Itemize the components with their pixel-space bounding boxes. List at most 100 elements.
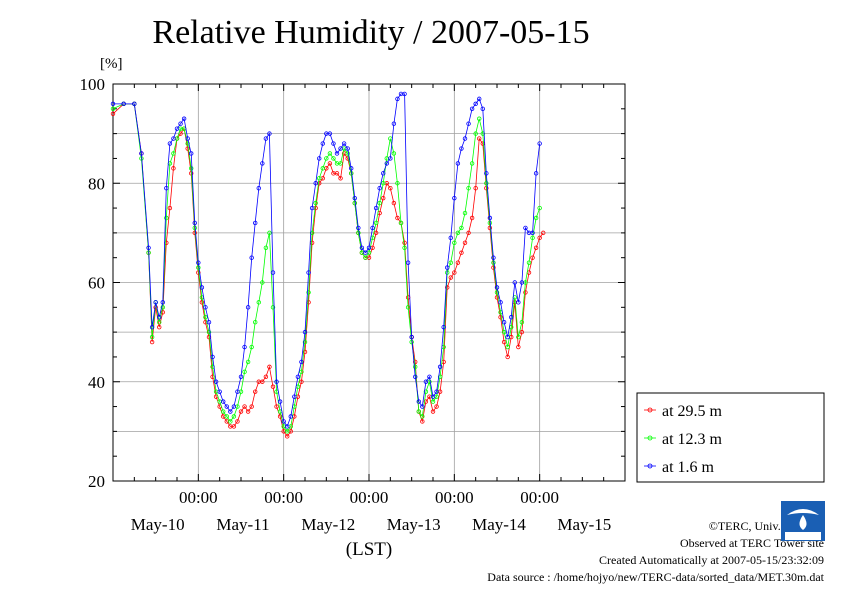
date-label: May-15 (557, 515, 611, 534)
data-point (395, 215, 400, 221)
series-group (110, 91, 546, 439)
data-point (381, 181, 386, 186)
data-point (459, 250, 464, 255)
data-point (473, 101, 478, 107)
data-point (295, 374, 301, 379)
data-point (388, 156, 393, 161)
data-point (523, 225, 528, 231)
data-point (121, 101, 126, 107)
data-point (441, 324, 446, 330)
data-point (185, 146, 190, 151)
data-point (160, 300, 165, 305)
data-point (480, 131, 485, 136)
data-point (395, 181, 400, 186)
data-point (299, 379, 304, 384)
data-point (313, 200, 318, 206)
data-point (228, 419, 233, 424)
data-point (452, 240, 457, 245)
data-point (537, 141, 542, 146)
data-point (484, 181, 489, 186)
data-point (181, 116, 187, 121)
data-point (537, 235, 542, 241)
data-point (302, 329, 308, 335)
data-point (171, 136, 176, 141)
data-point (533, 171, 539, 176)
data-point (537, 205, 542, 211)
data-point (473, 186, 478, 191)
data-point (189, 166, 194, 171)
data-point (455, 161, 461, 166)
data-point (157, 320, 162, 325)
data-point (533, 215, 539, 221)
data-point (395, 96, 400, 102)
data-point (434, 404, 439, 409)
data-point (174, 126, 180, 131)
data-point (338, 146, 343, 151)
data-point (448, 275, 453, 280)
data-point (132, 101, 137, 107)
data-point (509, 315, 514, 320)
data-point (256, 186, 261, 191)
legend-label: at 29.5 m (662, 403, 723, 420)
data-point (302, 339, 308, 345)
data-point (231, 414, 237, 419)
data-point (423, 379, 429, 384)
data-point (494, 285, 500, 290)
data-point (277, 414, 283, 419)
data-point (480, 106, 485, 112)
data-point (185, 141, 190, 146)
data-point (203, 305, 208, 310)
data-point (356, 225, 361, 231)
data-point (494, 290, 500, 295)
data-point (381, 195, 386, 201)
data-point (505, 354, 510, 360)
data-point (253, 389, 258, 394)
data-point (487, 215, 493, 221)
data-point (192, 220, 197, 226)
data-point (253, 220, 258, 226)
series-at-12-3-m (110, 101, 542, 434)
data-point (363, 255, 368, 260)
legend-swatch-marker (647, 463, 653, 469)
data-point (477, 136, 482, 141)
y-tick-label: 40 (88, 373, 105, 392)
data-point (437, 364, 443, 370)
data-point (139, 151, 144, 156)
series-line (113, 93, 541, 428)
data-point (391, 151, 397, 156)
data-point (413, 359, 418, 365)
data-point (196, 265, 201, 270)
data-point (281, 419, 286, 424)
data-point (149, 339, 155, 345)
y-tick-label: 20 (88, 472, 105, 491)
data-point (153, 300, 158, 305)
data-point (299, 369, 304, 375)
data-point (320, 141, 325, 146)
data-point (235, 389, 240, 394)
data-point (160, 310, 165, 315)
data-point (146, 245, 151, 250)
data-point (413, 364, 418, 370)
legend-label: at 12.3 m (662, 431, 723, 448)
data-point (199, 300, 205, 305)
data-point (249, 255, 254, 260)
credits: ©TERC, Univ. Tsukuba Observed at TERC To… (487, 518, 824, 586)
grid-lines (113, 84, 625, 481)
data-point (402, 240, 407, 245)
data-point (381, 171, 386, 176)
data-point (149, 334, 155, 340)
data-point (345, 146, 350, 151)
data-point (317, 156, 322, 161)
data-point (501, 339, 507, 345)
data-point (167, 205, 173, 211)
data-point (530, 230, 535, 236)
data-point (356, 230, 361, 236)
x-tick-label: 00:00 (520, 488, 559, 507)
series-line (112, 103, 541, 433)
data-point (302, 349, 308, 355)
data-point (317, 176, 322, 181)
data-point (167, 141, 173, 146)
data-point (373, 230, 379, 236)
data-point (352, 195, 357, 201)
